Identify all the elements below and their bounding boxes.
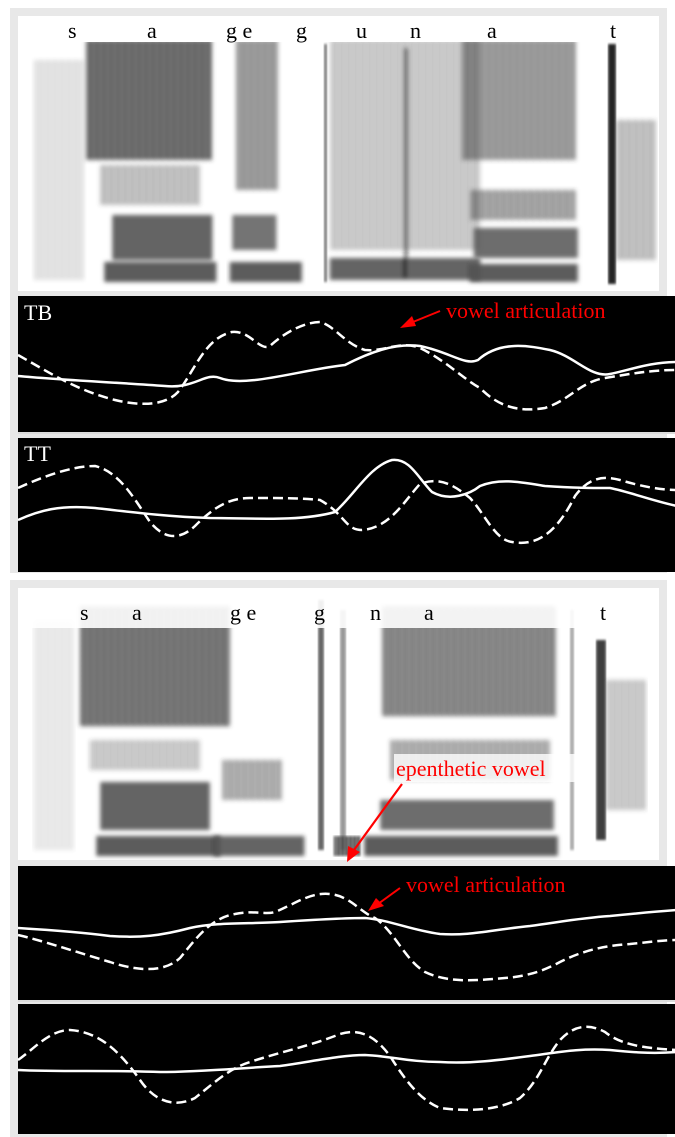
- epenthetic-annotation-label: epenthetic vowel: [396, 756, 546, 781]
- panel-1-tt-track: TT: [17, 438, 675, 572]
- tb-annotation-arrowhead: [400, 316, 416, 328]
- tb-annotation-arrowhead: [368, 898, 384, 911]
- panel-1-spectrogram-energy: [34, 40, 656, 284]
- segment-label: g e: [230, 600, 256, 625]
- tb-trace-dashed: [17, 892, 675, 982]
- segment-label: s: [68, 18, 77, 43]
- tt-trace-solid: [17, 458, 675, 522]
- panel-1-segment-labels: s a g e g u n a t: [18, 16, 659, 43]
- segment-label: s: [80, 600, 89, 625]
- tb-annotation-label: vowel articulation: [446, 298, 605, 323]
- panel-2-segment-labels: s a g e g n a t: [18, 588, 659, 628]
- panel-2-tt-track: [17, 1004, 675, 1134]
- segment-label: n: [370, 600, 381, 625]
- epenthetic-annotation-arrowhead: [347, 846, 360, 862]
- tt-trace-dashed: [17, 1025, 675, 1112]
- segment-label: a: [147, 18, 157, 43]
- segment-label: t: [600, 600, 606, 625]
- tt-trace-solid: [17, 1048, 675, 1074]
- segment-label: g: [314, 600, 325, 625]
- tb-trace-solid: [17, 908, 675, 938]
- segment-label: a: [132, 600, 142, 625]
- track-label-tb: TB: [24, 300, 52, 325]
- segment-label: t: [610, 18, 616, 43]
- tb-annotation-label: vowel articulation: [406, 872, 565, 897]
- panel-1-tb-track: TB vowel articulation: [17, 296, 675, 434]
- track-label-tt: TT: [24, 441, 51, 466]
- epenthetic-annotation-arrow: [353, 783, 403, 851]
- segment-label: a: [424, 600, 434, 625]
- segment-label: a: [487, 18, 497, 43]
- panel-1: s a g e g u n a t TB vowel articulation …: [10, 8, 675, 573]
- panel-2: s a g e g n a t epenthetic vowel vowel a…: [10, 580, 675, 1137]
- tb-trace-dashed: [17, 320, 675, 411]
- tt-trace-dashed: [17, 464, 675, 545]
- segment-label: n: [410, 18, 421, 43]
- segment-label: u: [356, 18, 367, 43]
- segment-label: g: [296, 18, 307, 43]
- panel-2-tb-track: vowel articulation: [17, 866, 675, 1002]
- tb-annotation-arrow: [377, 887, 401, 905]
- segment-label: g e: [226, 18, 252, 43]
